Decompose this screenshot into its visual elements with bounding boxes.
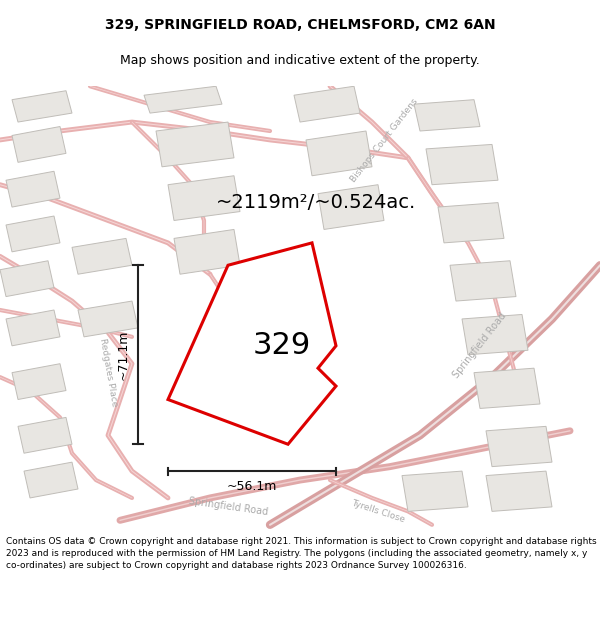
Polygon shape [306, 131, 372, 176]
Polygon shape [462, 314, 528, 355]
Text: Springfield Road: Springfield Road [451, 311, 509, 381]
Polygon shape [168, 243, 336, 444]
Polygon shape [474, 368, 540, 409]
Polygon shape [78, 301, 138, 337]
Text: Tyrells Close: Tyrells Close [350, 499, 406, 524]
Polygon shape [6, 216, 60, 252]
Text: Springfield Road: Springfield Road [188, 496, 268, 518]
Polygon shape [168, 176, 240, 221]
Text: ~2119m²/~0.524ac.: ~2119m²/~0.524ac. [216, 193, 416, 212]
Polygon shape [156, 122, 234, 167]
Polygon shape [0, 261, 54, 297]
Text: 329, SPRINGFIELD ROAD, CHELMSFORD, CM2 6AN: 329, SPRINGFIELD ROAD, CHELMSFORD, CM2 6… [104, 18, 496, 32]
Polygon shape [24, 462, 78, 498]
Polygon shape [6, 171, 60, 207]
Text: Redgates Place: Redgates Place [98, 338, 118, 408]
Text: ~71.1m: ~71.1m [116, 329, 130, 380]
Polygon shape [12, 91, 72, 122]
Polygon shape [144, 86, 222, 113]
Polygon shape [318, 185, 384, 229]
Polygon shape [438, 202, 504, 243]
Polygon shape [486, 471, 552, 511]
Polygon shape [486, 426, 552, 467]
Text: ~56.1m: ~56.1m [227, 480, 277, 493]
Polygon shape [402, 471, 468, 511]
Polygon shape [72, 238, 132, 274]
Polygon shape [6, 310, 60, 346]
Text: Contains OS data © Crown copyright and database right 2021. This information is : Contains OS data © Crown copyright and d… [6, 538, 596, 570]
Polygon shape [414, 99, 480, 131]
Polygon shape [18, 418, 72, 453]
Polygon shape [426, 144, 498, 185]
Text: 329: 329 [253, 331, 311, 360]
Text: Map shows position and indicative extent of the property.: Map shows position and indicative extent… [120, 54, 480, 68]
Polygon shape [12, 126, 66, 162]
Polygon shape [12, 364, 66, 399]
Polygon shape [174, 229, 240, 274]
Text: Bishops Court Gardens: Bishops Court Gardens [349, 96, 419, 184]
Polygon shape [450, 261, 516, 301]
Polygon shape [294, 86, 360, 122]
